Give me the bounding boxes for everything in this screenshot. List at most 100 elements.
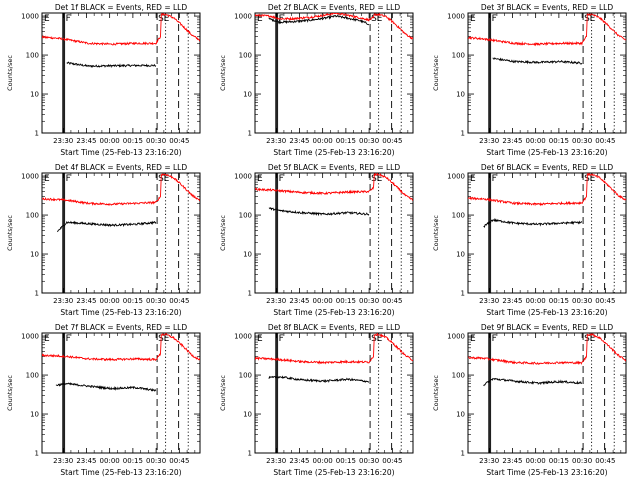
x-tick-label: 00:00 bbox=[100, 137, 120, 145]
lld-series-line bbox=[42, 173, 200, 206]
marker-label: F bbox=[66, 174, 71, 184]
y-tick-label: 10 bbox=[456, 251, 465, 259]
chart-panel: Det 7f BLACK = Events, RED = LLD Counts/s… bbox=[6, 323, 201, 477]
y-axis-label: Counts/sec bbox=[432, 375, 440, 411]
x-tick-label: 00:45 bbox=[382, 297, 402, 305]
chart-panel: Det 2f BLACK = Events, RED = LLD Counts/s… bbox=[219, 3, 414, 157]
x-tick-label: 23:30 bbox=[53, 137, 73, 145]
chart-panel: Det 4f BLACK = Events, RED = LLD Counts/s… bbox=[6, 163, 201, 317]
y-axis-label: Counts/sec bbox=[219, 215, 227, 251]
chart-title: Det 6f BLACK = Events, RED = LLD bbox=[481, 163, 614, 172]
y-tick-label: 1000 bbox=[21, 333, 39, 341]
chart-panel: Det 3f BLACK = Events, RED = LLD Counts/s… bbox=[432, 3, 627, 157]
marker-label: E bbox=[377, 334, 383, 344]
y-tick-label: 1000 bbox=[21, 173, 39, 181]
marker-label: E bbox=[590, 334, 596, 344]
marker-label: E bbox=[470, 174, 476, 184]
chart-title: Det 7f BLACK = Events, RED = LLD bbox=[55, 323, 188, 332]
x-tick-label: 23:45 bbox=[502, 137, 522, 145]
x-tick-label: 23:45 bbox=[76, 137, 96, 145]
y-tick-label: 10 bbox=[456, 411, 465, 419]
y-axis-label: Counts/sec bbox=[219, 55, 227, 91]
x-tick-label: 23:45 bbox=[76, 457, 96, 465]
x-tick-label: 23:30 bbox=[266, 457, 286, 465]
x-tick-label: 00:30 bbox=[359, 297, 379, 305]
x-tick-label: 00:15 bbox=[549, 137, 569, 145]
y-axis-label: Counts/sec bbox=[432, 215, 440, 251]
chart-title: Det 9f BLACK = Events, RED = LLD bbox=[481, 323, 614, 332]
x-tick-label: 00:00 bbox=[313, 297, 333, 305]
x-tick-label: 00:15 bbox=[549, 297, 569, 305]
y-tick-label: 1000 bbox=[234, 13, 252, 21]
lld-series-line bbox=[42, 13, 200, 46]
y-tick-label: 1 bbox=[248, 290, 252, 298]
marker-label: F bbox=[279, 174, 284, 184]
series-group bbox=[42, 333, 200, 392]
marker-label: F bbox=[66, 334, 71, 344]
lld-series-line bbox=[468, 333, 626, 366]
y-axis-label: Counts/sec bbox=[6, 375, 14, 411]
x-tick-label: 00:00 bbox=[526, 457, 546, 465]
x-axis-label: Start Time (25-Feb-13 23:16:20) bbox=[486, 308, 607, 317]
marker-label: E bbox=[470, 14, 476, 24]
x-tick-label: 23:45 bbox=[76, 297, 96, 305]
events-series-line bbox=[268, 207, 370, 217]
lld-series-line bbox=[255, 13, 413, 40]
plot-frame bbox=[41, 332, 201, 454]
plot-frame bbox=[467, 12, 627, 134]
chart-title: Det 3f BLACK = Events, RED = LLD bbox=[481, 3, 614, 12]
events-series-line bbox=[268, 375, 370, 384]
series-group bbox=[468, 173, 626, 228]
series-group bbox=[42, 173, 200, 233]
chart-panel: Det 1f BLACK = Events, RED = LLD Counts/s… bbox=[6, 3, 201, 157]
x-tick-label: 00:30 bbox=[359, 137, 379, 145]
x-tick-label: 23:30 bbox=[479, 297, 499, 305]
x-tick-label: 00:15 bbox=[336, 297, 356, 305]
x-tick-label: 00:15 bbox=[123, 137, 143, 145]
marker-label: E bbox=[377, 174, 383, 184]
x-axis-label: Start Time (25-Feb-13 23:16:20) bbox=[60, 468, 181, 477]
marker-label: E bbox=[257, 334, 263, 344]
y-tick-label: 10 bbox=[456, 91, 465, 99]
x-tick-label: 00:15 bbox=[123, 457, 143, 465]
x-tick-label: 23:45 bbox=[502, 297, 522, 305]
marker-label: E bbox=[44, 14, 50, 24]
marker-label: S bbox=[371, 14, 377, 24]
x-tick-label: 00:00 bbox=[100, 297, 120, 305]
chart-title: Det 5f BLACK = Events, RED = LLD bbox=[268, 163, 401, 172]
events-series-line bbox=[492, 57, 583, 65]
y-tick-label: 100 bbox=[26, 52, 39, 60]
y-tick-label: 10 bbox=[30, 91, 39, 99]
y-axis-label: Counts/sec bbox=[6, 55, 14, 91]
chart-panel: Det 6f BLACK = Events, RED = LLD Counts/s… bbox=[432, 163, 627, 317]
y-tick-label: 1 bbox=[248, 130, 252, 138]
x-tick-label: 00:45 bbox=[169, 457, 189, 465]
x-tick-label: 00:45 bbox=[595, 297, 615, 305]
x-tick-label: 00:00 bbox=[526, 137, 546, 145]
x-tick-label: 00:15 bbox=[336, 137, 356, 145]
y-tick-label: 1 bbox=[35, 450, 39, 458]
y-tick-label: 100 bbox=[239, 52, 252, 60]
x-tick-label: 23:30 bbox=[479, 137, 499, 145]
lld-series-line bbox=[255, 333, 413, 365]
y-tick-label: 1 bbox=[35, 130, 39, 138]
y-tick-label: 100 bbox=[239, 212, 252, 220]
y-tick-label: 1000 bbox=[234, 333, 252, 341]
x-axis-label: Start Time (25-Feb-13 23:16:20) bbox=[60, 148, 181, 157]
marker-label: E bbox=[164, 14, 170, 24]
x-tick-label: 00:15 bbox=[336, 457, 356, 465]
marker-label: E bbox=[257, 14, 263, 24]
marker-label: E bbox=[590, 14, 596, 24]
lld-series-line bbox=[255, 173, 413, 201]
x-tick-label: 00:30 bbox=[572, 297, 592, 305]
x-tick-label: 00:30 bbox=[572, 457, 592, 465]
x-tick-label: 00:00 bbox=[313, 457, 333, 465]
y-tick-label: 1 bbox=[461, 290, 465, 298]
x-tick-label: 23:30 bbox=[266, 137, 286, 145]
y-tick-label: 1 bbox=[461, 130, 465, 138]
series-group bbox=[468, 333, 626, 387]
x-tick-label: 00:15 bbox=[123, 297, 143, 305]
y-axis-label: Counts/sec bbox=[432, 55, 440, 91]
plot-frame bbox=[254, 12, 414, 134]
